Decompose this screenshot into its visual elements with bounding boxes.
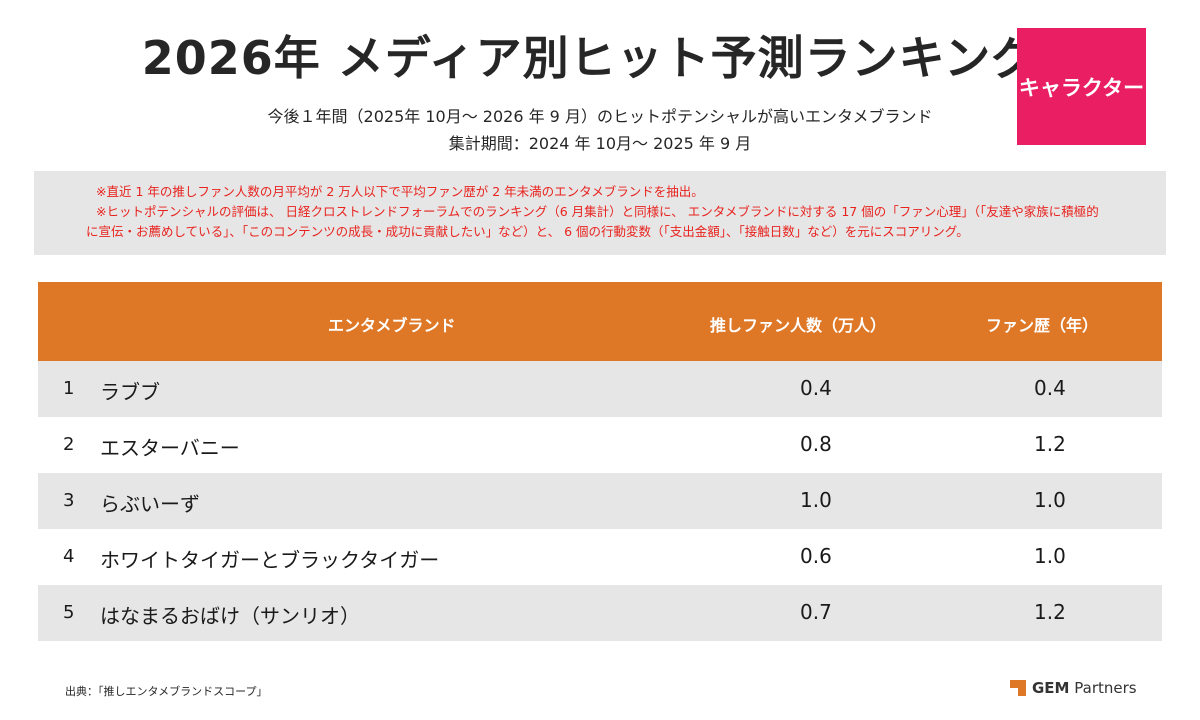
note-line-3: に宣伝・お薦めしている」、「このコンテンツの成長・成功に貢献したい」など）と、 … [86,224,969,239]
rank-cell: 2 [63,434,75,455]
header-years: ファン歴（年） [986,316,1099,335]
brand-cell: ホワイトタイガーとブラックタイガー [100,548,440,572]
fans-cell: 1.0 [800,488,832,512]
page-subtitle: 今後１年間（2025年 10月～ 2026 年 9 月）のヒットポテンシャルが高… [267,107,933,126]
years-cell: 1.2 [1034,600,1066,624]
logo-bold: GEM [1032,679,1070,697]
header-fans: 推しファン人数（万人） [710,316,887,335]
years-cell: 1.2 [1034,432,1066,456]
logo-rest: Partners [1069,679,1137,697]
note-line-2: ※ヒットポテンシャルの評価は、 日経クロストレンドフォーラムでのランキング（6 … [96,204,1099,219]
brand-cell: エスターバニー [100,436,240,460]
logo-text: GEM Partners [1032,679,1137,697]
years-cell: 0.4 [1034,376,1066,400]
ranking-table: エンタメブランド 推しファン人数（万人） ファン歴（年） 1 ラブブ 0.4 0… [38,282,1162,641]
rank-cell: 1 [63,378,75,399]
company-logo: GEM Partners [1010,679,1137,697]
rank-cell: 4 [63,546,75,567]
rank-cell: 3 [63,490,75,511]
category-badge: キャラクター [1017,28,1146,145]
fans-cell: 0.7 [800,600,832,624]
brand-cell: らぶいーず [100,492,200,516]
fans-cell: 0.6 [800,544,832,568]
table-row: 5 はなまるおばけ（サンリオ） 0.7 1.2 [38,585,1162,641]
source-citation: 出典：「推しエンタメブランドスコープ」 [65,685,268,698]
header-brand: エンタメブランド [328,316,456,335]
table-row: 2 エスターバニー 0.8 1.2 [38,417,1162,473]
years-cell: 1.0 [1034,544,1066,568]
brand-cell: はなまるおばけ（サンリオ） [100,604,360,628]
notes-box: ※直近 1 年の推しファン人数の月平均が 2 万人以下で平均ファン歴が 2 年未… [34,171,1166,255]
page-title: 2026年 メディア別ヒット予測ランキング [141,31,1039,85]
fans-cell: 0.8 [800,432,832,456]
table-row: 1 ラブブ 0.4 0.4 [38,361,1162,417]
table-row: 3 らぶいーず 1.0 1.0 [38,473,1162,529]
years-cell: 1.0 [1034,488,1066,512]
logo-square-icon [1010,680,1026,696]
table-row: 4 ホワイトタイガーとブラックタイガー 0.6 1.0 [38,529,1162,585]
fans-cell: 0.4 [800,376,832,400]
note-line-1: ※直近 1 年の推しファン人数の月平均が 2 万人以下で平均ファン歴が 2 年未… [96,184,704,199]
rank-cell: 5 [63,602,75,623]
table-header: エンタメブランド 推しファン人数（万人） ファン歴（年） [38,282,1162,361]
brand-cell: ラブブ [100,380,160,404]
aggregation-period: 集計期間：2024 年 10月～ 2025 年 9 月 [448,134,752,153]
